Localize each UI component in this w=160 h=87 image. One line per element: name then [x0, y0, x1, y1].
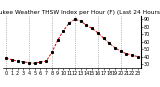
Title: Milwaukee Weather THSW Index per Hour (F) (Last 24 Hours): Milwaukee Weather THSW Index per Hour (F…: [0, 10, 160, 15]
